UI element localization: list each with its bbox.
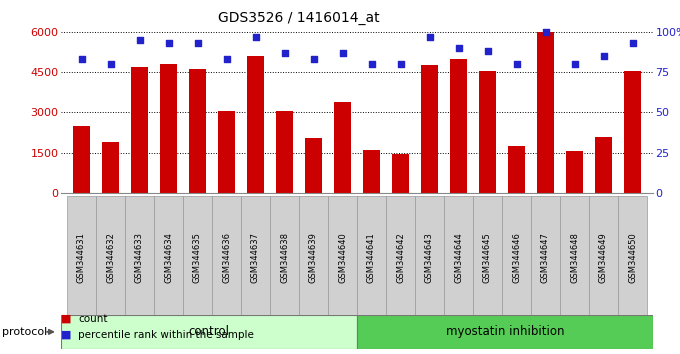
Bar [386, 196, 415, 319]
Point [511, 61, 522, 67]
Bar [241, 196, 270, 319]
Text: GSM344643: GSM344643 [425, 232, 434, 283]
Bar [305, 138, 322, 193]
Bar [125, 196, 154, 319]
Bar [160, 64, 177, 193]
Text: myostatin inhibition: myostatin inhibition [445, 325, 564, 338]
Point [337, 50, 348, 56]
Text: GSM344647: GSM344647 [541, 232, 550, 283]
Bar [189, 69, 206, 193]
Point [308, 56, 319, 62]
Text: GSM344644: GSM344644 [454, 232, 463, 283]
Point [192, 40, 203, 46]
Point [627, 40, 638, 46]
Bar [537, 30, 554, 193]
Bar [247, 56, 265, 193]
Bar [357, 196, 386, 319]
Bar [449, 59, 467, 193]
Text: protocol: protocol [2, 327, 48, 337]
Text: GSM344645: GSM344645 [483, 232, 492, 283]
Bar [473, 196, 502, 319]
Text: GSM344631: GSM344631 [77, 232, 86, 283]
Point [250, 34, 261, 40]
Text: GSM344637: GSM344637 [251, 232, 260, 283]
Bar [61, 315, 357, 349]
Bar [212, 196, 241, 319]
Bar [392, 154, 409, 193]
Point [453, 45, 464, 51]
Bar [102, 142, 119, 193]
Point [540, 29, 551, 35]
Bar [328, 196, 357, 319]
Text: count: count [78, 314, 107, 324]
Text: GSM344634: GSM344634 [164, 232, 173, 283]
Bar [502, 196, 531, 319]
Bar [508, 146, 525, 193]
Bar [531, 196, 560, 319]
Text: GSM344646: GSM344646 [512, 232, 521, 283]
Point [598, 53, 609, 59]
Point [134, 37, 145, 43]
Text: GSM344638: GSM344638 [280, 232, 289, 283]
Bar [624, 71, 641, 193]
Text: GSM344633: GSM344633 [135, 232, 144, 283]
Bar [479, 71, 496, 193]
Bar [444, 196, 473, 319]
Bar [421, 65, 438, 193]
Text: GSM344640: GSM344640 [338, 232, 347, 283]
Text: GSM344642: GSM344642 [396, 232, 405, 283]
Bar [595, 137, 612, 193]
Point [221, 56, 232, 62]
Text: GSM344648: GSM344648 [570, 232, 579, 283]
Point [105, 61, 116, 67]
Bar [363, 150, 380, 193]
Text: ■: ■ [61, 314, 71, 324]
Text: GSM344635: GSM344635 [193, 232, 202, 283]
Bar [67, 196, 96, 319]
Bar [560, 196, 589, 319]
Bar [154, 196, 183, 319]
Point [424, 34, 435, 40]
Bar [131, 67, 148, 193]
Text: GSM344641: GSM344641 [367, 232, 376, 283]
Bar [276, 111, 293, 193]
Point [76, 56, 87, 62]
Text: control: control [188, 325, 230, 338]
Text: GSM344650: GSM344650 [628, 232, 637, 283]
Text: GSM344636: GSM344636 [222, 232, 231, 283]
Bar [415, 196, 444, 319]
Point [395, 61, 406, 67]
Bar [589, 196, 618, 319]
Point [482, 48, 493, 54]
Text: GSM344632: GSM344632 [106, 232, 115, 283]
Bar [357, 315, 653, 349]
Point [279, 50, 290, 56]
Bar [566, 151, 583, 193]
Text: GDS3526 / 1416014_at: GDS3526 / 1416014_at [218, 11, 380, 25]
Bar [270, 196, 299, 319]
Bar [96, 196, 125, 319]
Bar [299, 196, 328, 319]
Text: GSM344649: GSM344649 [599, 232, 608, 283]
Point [366, 61, 377, 67]
Point [163, 40, 174, 46]
Point [569, 61, 580, 67]
Bar [73, 126, 90, 193]
Text: GSM344639: GSM344639 [309, 232, 318, 283]
Text: ■: ■ [61, 330, 71, 339]
Bar [218, 111, 235, 193]
Bar [334, 102, 351, 193]
Bar [183, 196, 212, 319]
Text: percentile rank within the sample: percentile rank within the sample [78, 330, 254, 339]
Bar [618, 196, 647, 319]
